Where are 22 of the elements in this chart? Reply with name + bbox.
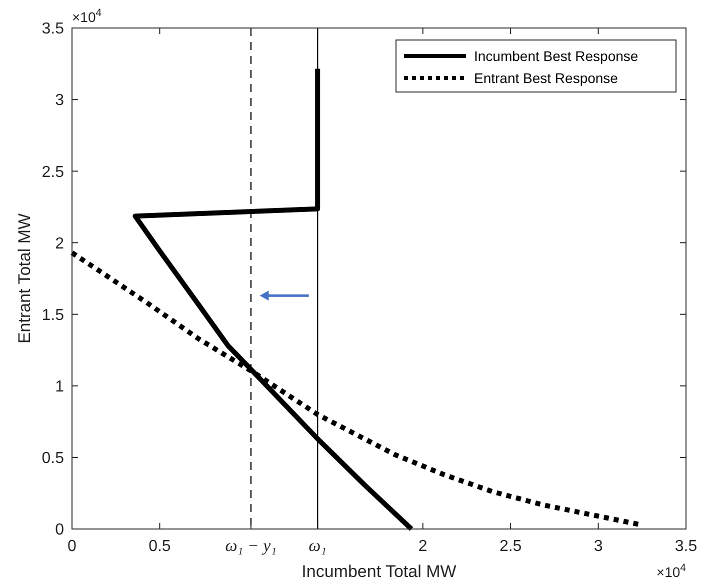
x-tick-label: 2.5 <box>499 538 522 555</box>
x-tick-label: ω₁ <box>308 536 327 555</box>
y-tick-label: 0 <box>55 522 64 539</box>
legend-label: Incumbent Best Response <box>474 48 638 64</box>
x-tick-label: 2 <box>418 538 428 555</box>
y-tick-label: 3.5 <box>42 20 64 38</box>
text: ×10$^{4}$ <box>656 562 686 580</box>
legend-label: Entrant Best Response <box>474 70 618 86</box>
y-tick-label: 3 <box>55 92 64 110</box>
x-tick-label: ω₁ − y₁ <box>225 536 277 555</box>
x-tick-label: 0.5 <box>148 538 171 555</box>
y-tick-label: 2 <box>55 235 64 252</box>
x-axis-title: Incumbent Total MW <box>302 562 456 581</box>
y-tick-label: 0.5 <box>42 450 64 468</box>
x-tick-label: 0 <box>68 538 77 555</box>
y-tick-label: 1 <box>55 378 64 396</box>
y-tick-label: 2.5 <box>42 164 64 181</box>
text: ×10$^{4}$ <box>72 7 102 25</box>
y-tick-label: 1.5 <box>42 306 64 324</box>
y-axis-title: Entrant Total MW <box>15 213 34 344</box>
x-tick-label: 3.5 <box>674 538 698 555</box>
x-tick-label: 3 <box>594 538 603 555</box>
